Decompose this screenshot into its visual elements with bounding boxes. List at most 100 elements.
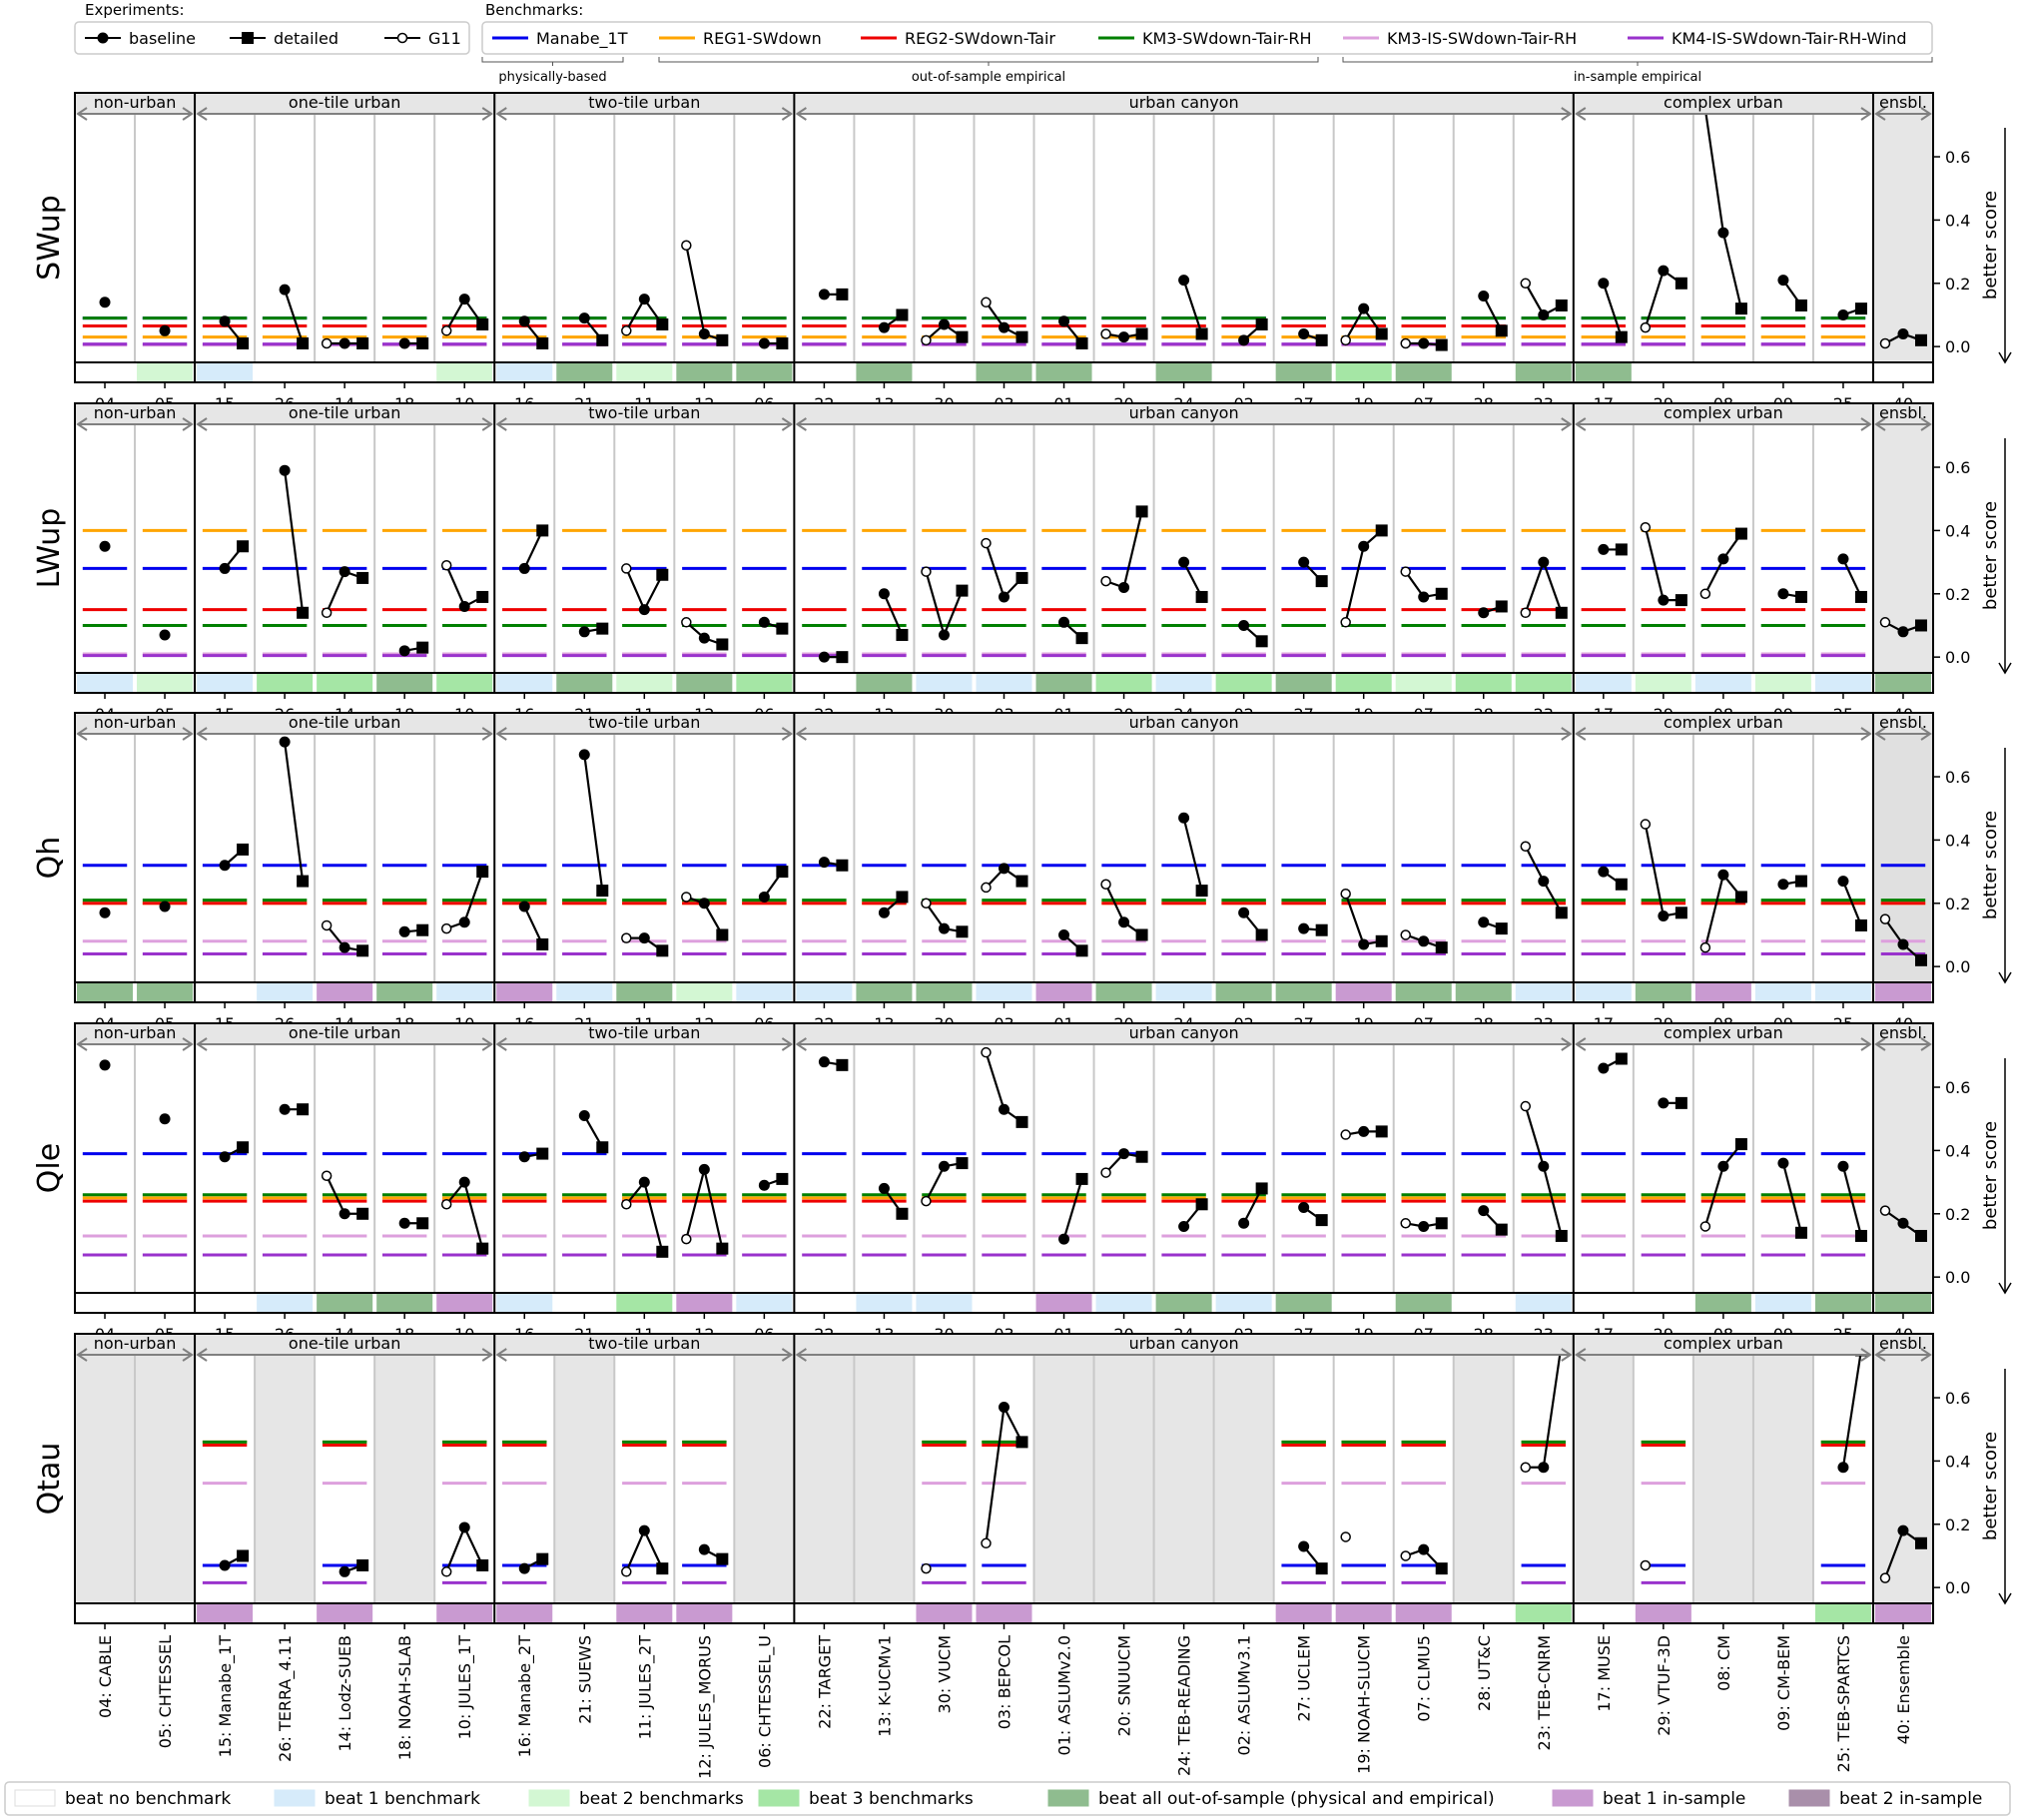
- top-legend: Experiments: baseline detailed G11 Benchmark…: [74, 1, 1933, 85]
- marker-G11: [1100, 328, 1111, 339]
- marker-detailed: [1135, 505, 1148, 518]
- group-header-bg: [494, 1334, 795, 1354]
- marker-detailed: [656, 317, 669, 330]
- marker-baseline: [518, 1562, 530, 1574]
- group-header-bg: [794, 1334, 1574, 1354]
- model-name-label: 29: VTUF-3D: [1655, 1635, 1674, 1736]
- group-header: urban canyon: [794, 1023, 1574, 1051]
- model-name-label: 16: Manabe_2T: [515, 1635, 535, 1758]
- score-band-cell: [1335, 1604, 1392, 1622]
- marker-baseline: [1658, 265, 1670, 277]
- marker-G11: [1640, 521, 1652, 533]
- score-band-cell: [1395, 1294, 1452, 1312]
- experiment-line-01: [1062, 1178, 1083, 1240]
- marker-G11: [1400, 337, 1411, 349]
- marker-baseline: [1837, 1160, 1849, 1172]
- score-band-cell: [1515, 674, 1572, 692]
- experiment-line-08: [1704, 113, 1742, 309]
- marker-baseline: [638, 604, 650, 616]
- marker-detailed: [1794, 875, 1807, 888]
- group-arrow-right: [182, 727, 194, 741]
- marker-detailed: [237, 540, 250, 553]
- marker-baseline: [1358, 938, 1370, 950]
- marker-baseline: [1358, 540, 1370, 552]
- group-header: urban canyon: [794, 403, 1574, 431]
- greyed-column: [135, 1354, 196, 1603]
- score-band-cell: [376, 983, 433, 1001]
- group-header: complex urban: [1573, 1334, 1873, 1362]
- y-tick-label: 0.0: [1945, 337, 1970, 356]
- marker-baseline: [1178, 1220, 1190, 1232]
- score-band-cell: [736, 983, 793, 1001]
- model-name-label: 25: TEB-SPARTCS: [1834, 1635, 1853, 1772]
- marker-baseline: [1178, 556, 1190, 568]
- marker-G11: [621, 563, 632, 574]
- group-label: one-tile urban: [289, 403, 400, 422]
- marker-detailed: [956, 925, 969, 938]
- group-header: complex urban: [1573, 713, 1873, 741]
- group-header-bg: [75, 713, 196, 733]
- group-header-bg: [794, 1023, 1574, 1043]
- group-arrow-left: [196, 1037, 208, 1051]
- panel-variable-label: SWup: [32, 195, 67, 281]
- marker-detailed: [536, 524, 549, 537]
- score-band-cell: [1575, 1294, 1632, 1312]
- score-band-cell: [976, 1604, 1032, 1622]
- model-name-label: 17: MUSE: [1595, 1635, 1614, 1712]
- panel-frame: [74, 1333, 1934, 1624]
- group-header-bg: [75, 403, 196, 423]
- group-arrow-right: [1561, 1348, 1573, 1362]
- group-header-bg: [494, 93, 795, 113]
- group-header: ensbl.: [1872, 93, 1933, 121]
- legend-label: REG2-SWdown-Tair: [905, 29, 1055, 48]
- y-tick-label: 0.2: [1945, 1205, 1970, 1224]
- score-legend-box: [4, 1781, 2011, 1816]
- y-tick-label: 0.2: [1945, 275, 1970, 294]
- marker-detailed: [776, 622, 789, 635]
- marker-baseline: [938, 318, 950, 330]
- marker-detailed: [356, 1207, 369, 1220]
- legend-label: KM4-IS-SWdown-Tair-RH-Wind: [1672, 29, 1907, 48]
- model-name-label: 30: VUCM: [935, 1635, 954, 1713]
- group-header-bg: [794, 93, 1574, 113]
- marker-baseline: [758, 1179, 770, 1191]
- marker-G11: [1400, 1218, 1411, 1229]
- y-axis-label: better score: [1980, 811, 2001, 919]
- marker-detailed: [836, 859, 849, 872]
- score-band-cell: [1575, 363, 1632, 381]
- score-band-cell: [496, 674, 553, 692]
- marker-detailed: [596, 1141, 609, 1154]
- marker-detailed: [1495, 600, 1508, 613]
- model-name-label: 14: Lodz-SUEB: [336, 1635, 354, 1752]
- marker-detailed: [237, 843, 250, 856]
- group-header: non-urban: [75, 1023, 196, 1051]
- model-name-label: 13: K-UCMv1: [875, 1635, 894, 1737]
- group-header: urban canyon: [794, 713, 1574, 741]
- marker-detailed: [237, 1141, 250, 1154]
- marker-G11: [1520, 1462, 1532, 1473]
- greyed-column: [794, 1354, 855, 1603]
- group-header: non-urban: [75, 403, 196, 431]
- group-header: two-tile urban: [494, 403, 795, 431]
- y-tick-label: 0.4: [1945, 1452, 1970, 1471]
- marker-baseline: [1837, 308, 1849, 320]
- marker-baseline: [1478, 916, 1490, 928]
- experiment-line-17: [1602, 283, 1623, 337]
- marker-baseline: [1478, 607, 1490, 619]
- group-header-bg: [1872, 93, 1933, 113]
- marker-baseline: [938, 629, 950, 641]
- group-arrow-left: [1575, 107, 1587, 121]
- marker-baseline: [338, 1565, 350, 1577]
- benchmarks-title: Benchmarks:: [485, 1, 583, 19]
- model-name-label: 27: UCLEM: [1295, 1635, 1314, 1722]
- experiment-line-26: [284, 289, 305, 344]
- marker-detailed: [1734, 1138, 1747, 1151]
- marker-G11: [1879, 913, 1891, 924]
- group-header-bg: [1573, 713, 1873, 733]
- marker-baseline: [1418, 1543, 1430, 1555]
- group-header-bg: [494, 1023, 795, 1043]
- score-band-cell: [1095, 363, 1152, 381]
- experiment-line-10: [445, 1179, 484, 1249]
- marker-detailed: [716, 1242, 729, 1255]
- marker-detailed: [1495, 1223, 1508, 1236]
